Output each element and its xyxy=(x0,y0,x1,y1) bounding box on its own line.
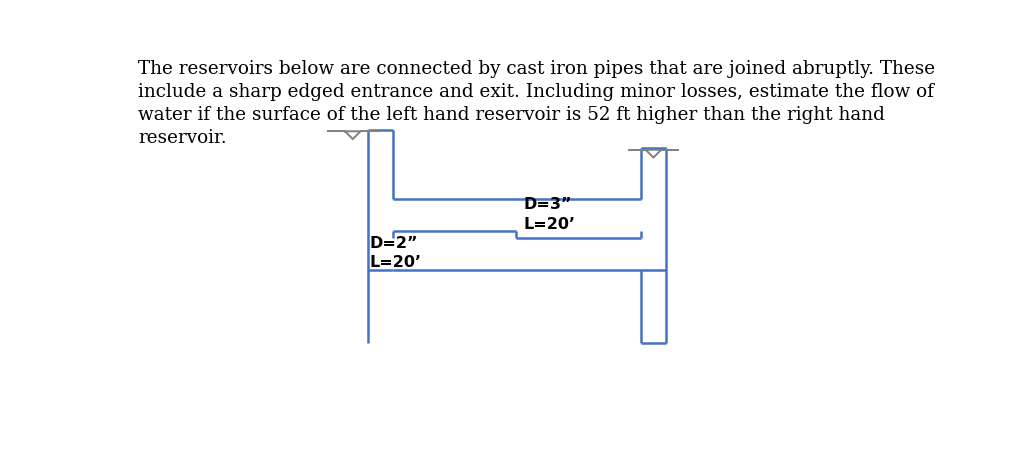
Text: The reservoirs below are connected by cast iron pipes that are joined abruptly. : The reservoirs below are connected by ca… xyxy=(138,61,935,147)
Text: D=2”
L=20’: D=2” L=20’ xyxy=(370,235,422,270)
Text: D=3”
L=20’: D=3” L=20’ xyxy=(523,197,575,232)
